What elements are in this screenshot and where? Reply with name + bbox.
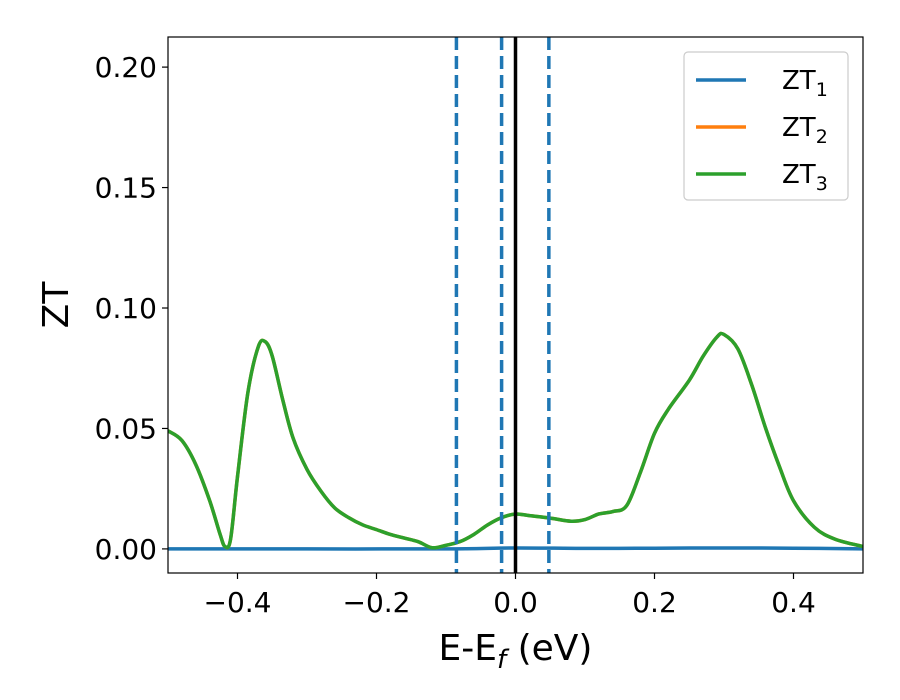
legend-label: ZT3: [782, 160, 828, 195]
series-line-zt1: [168, 546, 863, 551]
x-tick-label: 0.0: [493, 586, 538, 619]
legend: ZT1 ZT2 ZT3: [683, 51, 849, 201]
legend-box: [683, 51, 849, 201]
plot-area: [168, 37, 863, 573]
y-tick-label: 0.05: [95, 412, 157, 445]
x-tick-label: 0.2: [632, 586, 677, 619]
plot-inner: [168, 37, 863, 573]
y-tick-label: 0.20: [95, 51, 157, 84]
x-tick-label: −0.4: [204, 586, 272, 619]
y-axis-title: ZT: [36, 281, 77, 329]
series-line-zt3: [168, 331, 863, 550]
x-tick-label: 0.4: [771, 586, 816, 619]
y-tick-label: 0.10: [95, 292, 157, 325]
y-tick-label: 0.15: [95, 172, 157, 205]
x-axis-title: E-Ef (eV): [439, 628, 593, 675]
y-tick-label: 0.00: [95, 533, 157, 566]
legend-label: ZT2: [782, 113, 828, 148]
legend-label: ZT1: [782, 66, 828, 101]
x-tick-label: −0.2: [343, 586, 411, 619]
axes: −0.4 −0.2 0.0 0.2 0.4 0.00 0.05 0.10 0.15 0.20 E-E…: [36, 36, 864, 675]
